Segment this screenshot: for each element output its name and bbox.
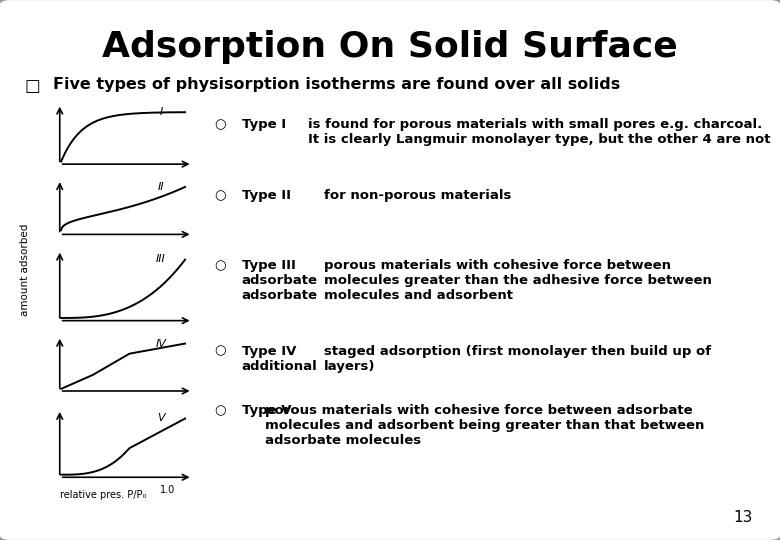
Text: Five types of physisorption isotherms are found over all solids: Five types of physisorption isotherms ar… [53,77,620,92]
Text: Type II: Type II [242,189,291,202]
Text: staged adsorption (first monolayer then build up of: staged adsorption (first monolayer then … [324,345,711,357]
Text: Type III: Type III [242,259,296,272]
Text: molecules and adsorbent: molecules and adsorbent [324,289,512,302]
Text: 13: 13 [733,510,753,525]
Text: ○: ○ [215,118,226,131]
Text: Type IV: Type IV [242,345,296,357]
Text: adsorbate molecules: adsorbate molecules [265,434,421,447]
Text: for non-porous materials: for non-porous materials [324,189,511,202]
Text: relative pres. P/P₀: relative pres. P/P₀ [60,490,147,501]
Text: IV: IV [155,339,166,349]
Text: V: V [157,413,165,423]
Text: I: I [159,107,162,117]
Text: molecules greater than the adhesive force between: molecules greater than the adhesive forc… [324,274,711,287]
Text: ○: ○ [215,189,226,202]
Text: ○: ○ [215,345,226,357]
Text: amount adsorbed: amount adsorbed [20,224,30,316]
Text: II: II [158,182,164,192]
Text: adsorbate: adsorbate [242,289,317,302]
Text: ○: ○ [215,259,226,272]
Text: ○: ○ [215,404,226,417]
Text: □: □ [25,77,41,94]
Text: Type I: Type I [242,118,286,131]
Text: It is clearly Langmuir monolayer type, but the other 4 are not: It is clearly Langmuir monolayer type, b… [308,133,771,146]
Text: III: III [156,253,165,264]
Text: adsorbate: adsorbate [242,274,317,287]
Text: layers): layers) [324,360,375,373]
Text: additional: additional [242,360,317,373]
Text: 1.0: 1.0 [160,485,176,495]
Text: is found for porous materials with small pores e.g. charcoal.: is found for porous materials with small… [308,118,762,131]
Text: porous materials with cohesive force between: porous materials with cohesive force bet… [324,259,671,272]
Text: porous materials with cohesive force between adsorbate: porous materials with cohesive force bet… [265,404,693,417]
Text: molecules and adsorbent being greater than that between: molecules and adsorbent being greater th… [265,419,704,432]
Text: Adsorption On Solid Surface: Adsorption On Solid Surface [102,30,678,64]
Text: Type V: Type V [242,404,291,417]
